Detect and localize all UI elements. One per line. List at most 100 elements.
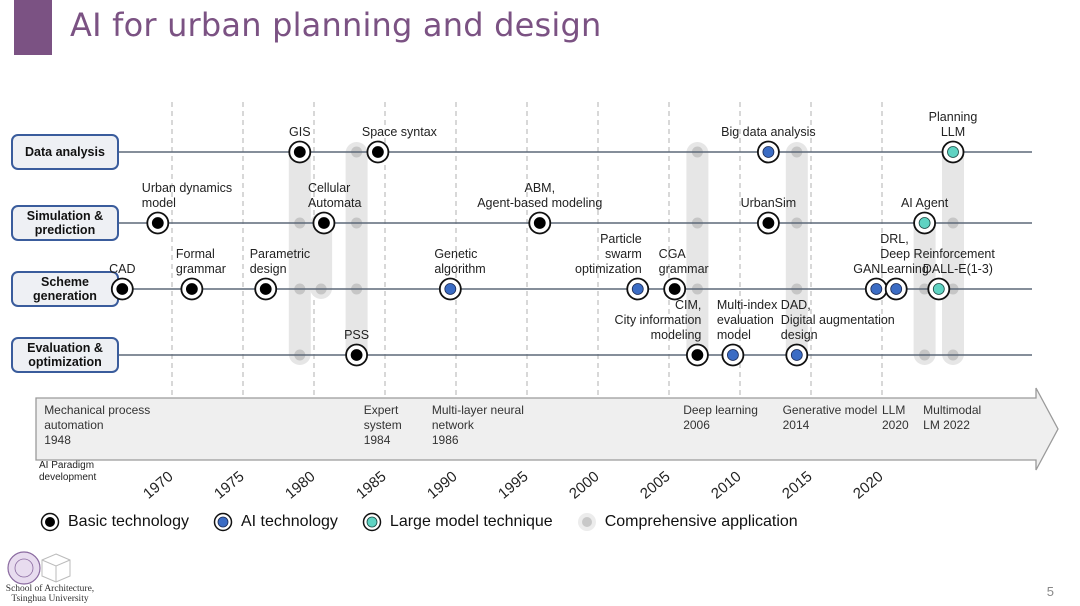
legend-label: AI technology [240,513,338,530]
year-tick-label: 2005 [637,468,673,502]
technology-label: design [250,262,287,276]
paradigm-milestone-text: Generative model [783,403,878,417]
year-tick-label: 1970 [140,468,176,502]
ai-technology-dot [444,283,457,295]
legend-item-large-model: Large model technique [362,512,553,532]
technology-label: Automata [308,196,362,210]
technology-label: CAD [109,262,135,276]
ai-technology-dot [890,283,903,295]
technology-label: algorithm [434,262,485,276]
basic-technology-dot [259,283,272,295]
basic-technology-dot [293,146,306,158]
category-label: optimization [28,355,102,369]
technology-label: evaluation [717,313,774,327]
technology-label: Urban dynamics [142,181,232,195]
paradigm-milestone-text: LLM [882,403,905,417]
paradigm-milestone-text: Multi-layer neural [432,403,524,417]
legend-item-ai: AI technology [213,512,338,532]
category-label: prediction [35,223,95,237]
paradigm-milestone-text: LM 2022 [923,418,970,432]
paradigm-milestone-text: 2020 [882,418,909,432]
technology-label: GIS [289,125,311,139]
paradigm-arrow [35,387,1059,471]
legend-label: Large model technique [389,513,553,530]
tsinghua-seal-icon [7,551,41,585]
technology-label: PSS [344,328,369,342]
category-label: Data analysis [25,145,105,159]
technology-label: Big data analysis [721,125,816,139]
technology-label: optimization [575,262,642,276]
basic-technology-dot [116,283,129,295]
university-logo [7,551,71,585]
ai-technology-dot [762,146,775,158]
page-number: 5 [1046,584,1054,599]
paradigm-milestone-text: 2006 [683,418,710,432]
legend-item-comprehensive: Comprehensive application [577,512,798,532]
paradigm-milestone-text: Expert [364,403,399,417]
paradigm-milestone-text: Mechanical process [44,403,150,417]
paradigm-milestone-text: 1984 [364,433,391,447]
technology-label: Space syntax [362,125,438,139]
paradigm-milestone-text: Multimodal [923,403,981,417]
category-box-data [11,134,119,170]
technology-label: GAN [853,262,880,276]
technology-label: Deep Reinforcement [880,247,995,261]
legend: Basic technology AI technology Large mod… [40,512,822,532]
technology-label: Learning [880,262,929,276]
technology-label: LLM [941,125,965,139]
institution-line: School of Architecture, [5,584,95,594]
basic-technology-dot [668,283,681,295]
technology-label: UrbanSim [741,196,797,210]
year-tick-label: 2020 [850,468,886,502]
paradigm-milestone-text: 1986 [432,433,459,447]
paradigm-milestone-text: system [364,418,402,432]
year-tick-label: 1985 [353,468,389,502]
category-label: Evaluation & [27,341,103,355]
comprehensive-application-band [288,142,311,365]
technology-label: swarm [605,247,642,261]
year-tick-label: 2000 [566,468,602,502]
technology-label: grammar [659,262,709,276]
year-tick-label: 1980 [282,468,318,502]
basic-technology-dot [762,217,775,229]
technology-label: model [717,328,751,342]
comprehensive-application-band [345,142,368,365]
basic-technology-dot [151,217,164,229]
technology-label: CGA [659,247,687,261]
institution-name: School of Architecture, Tsinghua Univers… [0,584,100,604]
year-tick-label: 1975 [211,468,247,502]
ai-technology-icon [213,512,233,532]
large_model-technology-dot [932,283,945,295]
ai-technology-dot [727,349,739,361]
year-tick-label: 1990 [424,468,460,502]
technology-label: Agent-based modeling [477,196,602,210]
timeline-diagram: 1970 1975 1980 1985 1990 1995 2000 2005 2010 2015… [11,102,1059,503]
architecture-cube-icon [41,553,71,583]
year-tick-label: 2010 [708,468,744,502]
basic-technology-dot [185,283,198,295]
technology-label: model [142,196,176,210]
technology-label: DRL, [880,232,908,246]
technology-label: CIM, [675,298,701,312]
ai-technology-dot [631,283,644,295]
slide-title: AI for urban planning and design [70,6,602,44]
institution-line: Tsinghua University [11,594,89,604]
technology-label: Digital augmentation [781,313,895,327]
category-box-eval [11,337,119,373]
technology-label: City information [615,313,702,327]
technology-label: Parametric [250,247,310,261]
technology-label: Multi-index [717,298,778,312]
category-label: generation [33,289,97,303]
technology-label: Formal [176,247,215,261]
technology-label: Planning [929,110,978,124]
large_model-technology-dot [947,146,959,158]
legend-item-basic: Basic technology [40,512,189,532]
basic-technology-dot [318,217,330,229]
technology-label: DALL-E(1-3) [923,262,993,276]
comprehensive-application-band [942,142,964,365]
category-box-sim [11,205,119,241]
technology-label: Genetic [434,247,477,261]
paradigm-axis-label: development [39,472,96,483]
technology-label: Particle [600,232,642,246]
comprehensive-application-band [785,142,808,365]
